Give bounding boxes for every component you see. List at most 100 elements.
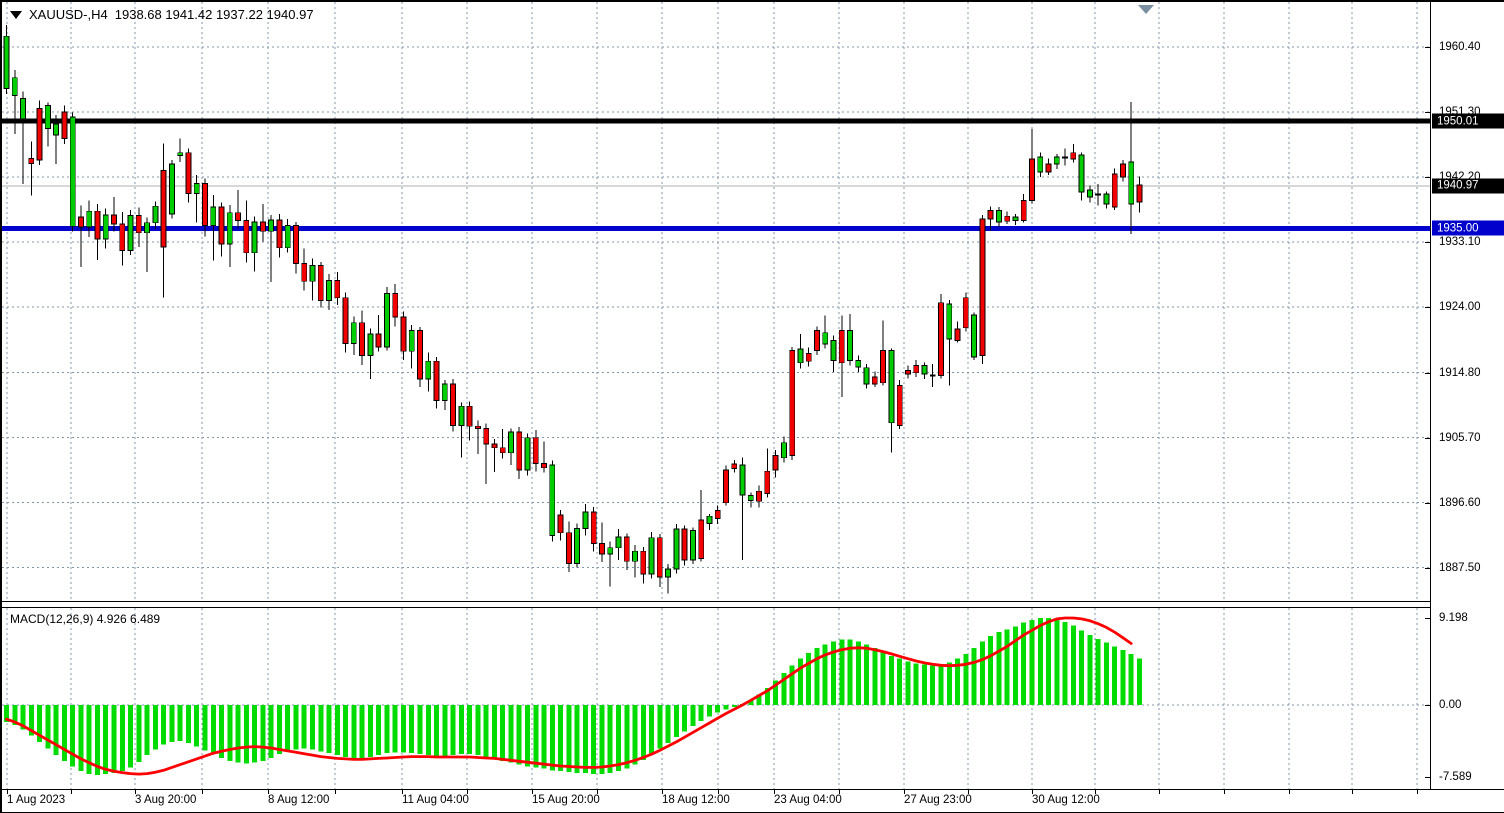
macd-bar — [1120, 650, 1126, 705]
macd-bar — [1095, 638, 1101, 705]
time-axis-tick — [532, 789, 533, 794]
candle-body — [301, 263, 308, 282]
macd-bar — [268, 705, 274, 758]
price-grid — [2, 2, 1430, 601]
macd-axis-label: 9.198 — [1439, 611, 1468, 624]
candle-body — [1053, 156, 1060, 165]
level-lines[interactable] — [2, 118, 1430, 231]
time-axis-tick — [718, 789, 719, 794]
macd-bar — [822, 644, 828, 705]
candle-body — [466, 405, 473, 427]
macd-bar — [434, 705, 440, 757]
macd-bar — [814, 648, 820, 705]
candle-body — [1086, 189, 1093, 198]
candle-body — [814, 330, 820, 351]
candle-body — [582, 511, 589, 529]
candle-body — [61, 111, 68, 139]
candle-body — [408, 330, 415, 352]
macd-bar — [541, 705, 547, 769]
candle-body — [251, 221, 258, 254]
time-axis-tick — [1224, 789, 1225, 794]
candle-body — [499, 447, 506, 454]
candle-body — [177, 152, 184, 156]
macd-bar — [334, 705, 340, 756]
macd-bar — [4, 705, 9, 723]
macd-bar — [20, 705, 26, 730]
candle-body — [706, 515, 713, 524]
candle-body — [350, 322, 357, 344]
chart-shift-marker-icon[interactable] — [1138, 5, 1154, 14]
macd-bar — [789, 665, 795, 705]
candle-body — [491, 443, 498, 449]
candle-body — [433, 360, 440, 401]
macd-bar — [574, 705, 580, 774]
price-chart-pane[interactable] — [2, 2, 1430, 601]
macd-bar — [1112, 646, 1118, 705]
candle-body — [954, 328, 961, 341]
candle-body — [830, 340, 837, 361]
macd-bar — [549, 705, 555, 771]
macd-bar — [70, 705, 76, 767]
macd-indicator-pane[interactable] — [2, 608, 1430, 789]
time-axis-tick — [1159, 789, 1160, 794]
candle-body — [210, 206, 217, 226]
candle-body — [987, 210, 994, 220]
price-axis-label: 1896.60 — [1439, 496, 1481, 509]
macd-bar — [309, 705, 315, 750]
time-axis-tick — [597, 789, 598, 794]
candle-body — [690, 530, 696, 561]
time-axis-separator — [2, 789, 1504, 790]
candle-body — [78, 216, 84, 228]
macd-bar — [831, 641, 836, 705]
quote-ohlc-label: 1938.68 1941.42 1937.22 1940.97 — [114, 7, 314, 22]
candle-body — [400, 316, 407, 352]
macd-bar — [318, 705, 324, 752]
candle-body — [284, 225, 291, 249]
macd-bar — [615, 705, 621, 772]
time-axis-tick — [268, 789, 269, 794]
macd-bar — [450, 705, 456, 756]
macd-bar — [442, 705, 448, 757]
candle-body — [648, 537, 655, 575]
macd-bar — [202, 705, 208, 751]
macd-bar — [376, 705, 382, 756]
macd-bar — [508, 705, 514, 763]
candle-body — [226, 212, 233, 245]
macd-bar — [773, 680, 779, 705]
candle-body — [822, 332, 829, 345]
macd-bar — [764, 687, 770, 705]
time-axis-tick — [202, 789, 203, 794]
pane-separator-top[interactable] — [2, 601, 1430, 602]
symbol-dropdown-icon[interactable] — [10, 10, 22, 19]
candle-body — [615, 536, 622, 549]
macd-bar — [607, 705, 613, 774]
macd-bar — [1087, 635, 1093, 705]
candle-body — [764, 470, 771, 494]
candle-body — [938, 302, 944, 376]
macd-bar — [1046, 617, 1052, 705]
price-axis-tick — [1425, 502, 1431, 504]
candle-body — [590, 511, 597, 544]
macd-bar — [128, 705, 134, 768]
candle-body — [508, 431, 514, 454]
candle-body — [293, 225, 299, 264]
candle-body — [946, 303, 953, 340]
candle-body — [309, 265, 316, 282]
candle-body — [921, 365, 928, 375]
candle-body — [441, 383, 448, 401]
macd-bar — [483, 705, 489, 758]
candle-body — [714, 510, 721, 519]
candle-body — [1037, 156, 1044, 173]
macd-axis-tick — [1425, 617, 1431, 619]
macd-bar — [359, 705, 365, 758]
pane-separator-bottom[interactable] — [2, 607, 1430, 608]
candle-body — [1078, 154, 1085, 193]
time-axis-label: 11 Aug 04:00 — [402, 794, 469, 806]
symbol-period-label: XAUUSD-,H4 — [29, 7, 108, 22]
time-axis-tick — [1417, 789, 1418, 794]
candle-body — [723, 469, 729, 504]
price-axis-label: 1905.70 — [1439, 431, 1481, 444]
macd-bar — [591, 705, 597, 775]
macd-bar — [1079, 630, 1085, 705]
candle-body — [1029, 158, 1035, 201]
